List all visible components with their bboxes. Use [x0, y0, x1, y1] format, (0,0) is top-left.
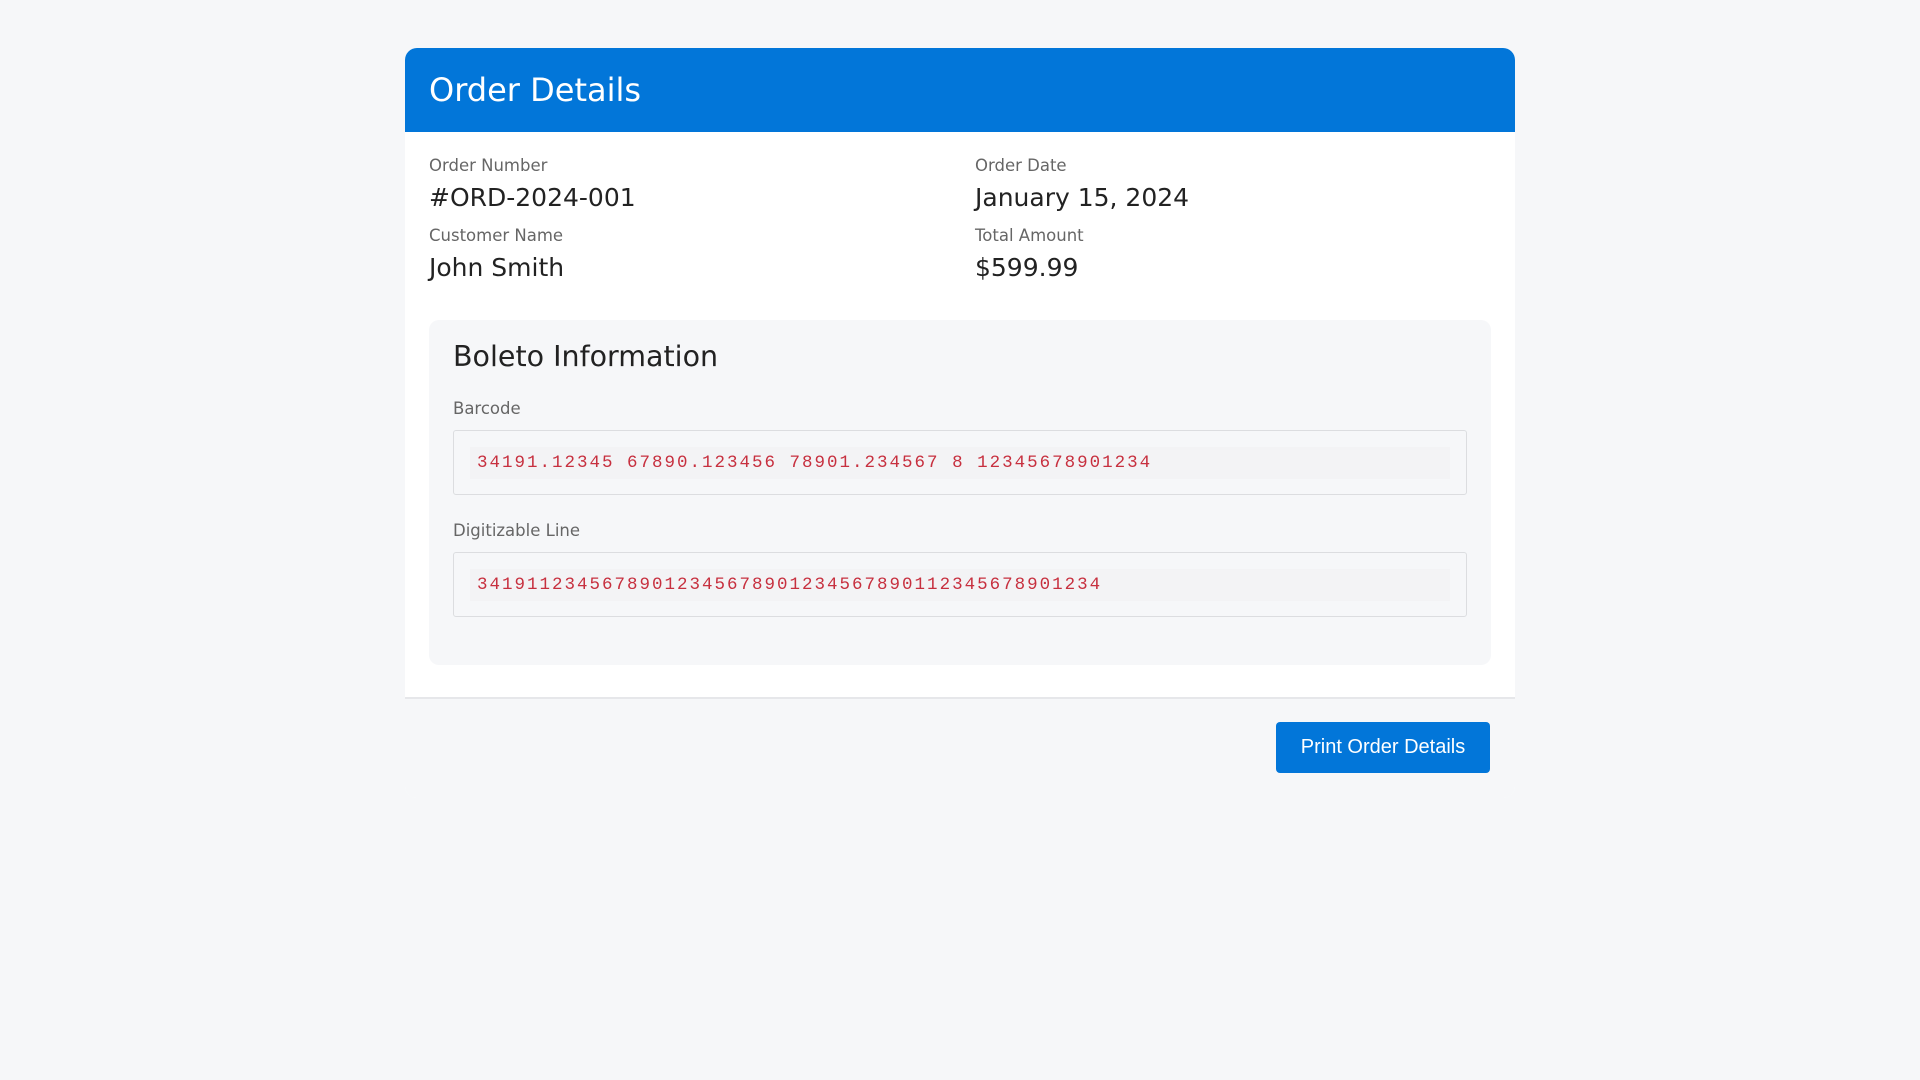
order-date-field: Order Date January 15, 2024	[975, 156, 1491, 212]
order-details-card: Order Details Order Number #ORD-2024-001…	[405, 48, 1515, 798]
card-footer: Print Order Details	[405, 697, 1515, 798]
card-header: Order Details	[405, 48, 1515, 132]
customer-name-label: Customer Name	[429, 226, 564, 245]
print-order-details-button[interactable]: Print Order Details	[1276, 722, 1490, 773]
barcode-label: Barcode	[453, 399, 521, 418]
digitizable-line-label: Digitizable Line	[453, 521, 581, 540]
order-date-value: January 15, 2024	[975, 183, 1190, 212]
total-amount-value: $599.99	[975, 253, 1079, 282]
page-title: Order Details	[429, 71, 642, 109]
order-number-field: Order Number #ORD-2024-001	[429, 156, 975, 212]
total-amount-label: Total Amount	[975, 226, 1084, 245]
order-summary: Order Number #ORD-2024-001 Order Date Ja…	[405, 132, 1515, 282]
barcode-box[interactable]: 34191.12345 67890.123456 78901.234567 8 …	[453, 430, 1467, 495]
digitizable-line-value[interactable]: 3419112345678901234567890123456789011234…	[470, 568, 1450, 601]
order-date-label: Order Date	[975, 156, 1067, 175]
digitizable-line-box[interactable]: 3419112345678901234567890123456789011234…	[453, 552, 1467, 617]
barcode-value[interactable]: 34191.12345 67890.123456 78901.234567 8 …	[470, 446, 1450, 479]
customer-name-field: Customer Name John Smith	[429, 226, 975, 282]
boleto-section: Boleto Information Barcode 34191.12345 6…	[429, 320, 1491, 665]
boleto-title: Boleto Information	[453, 340, 719, 373]
customer-name-value: John Smith	[429, 253, 565, 282]
order-number-value: #ORD-2024-001	[429, 183, 636, 212]
order-number-label: Order Number	[429, 156, 548, 175]
total-amount-field: Total Amount $599.99	[975, 226, 1491, 282]
